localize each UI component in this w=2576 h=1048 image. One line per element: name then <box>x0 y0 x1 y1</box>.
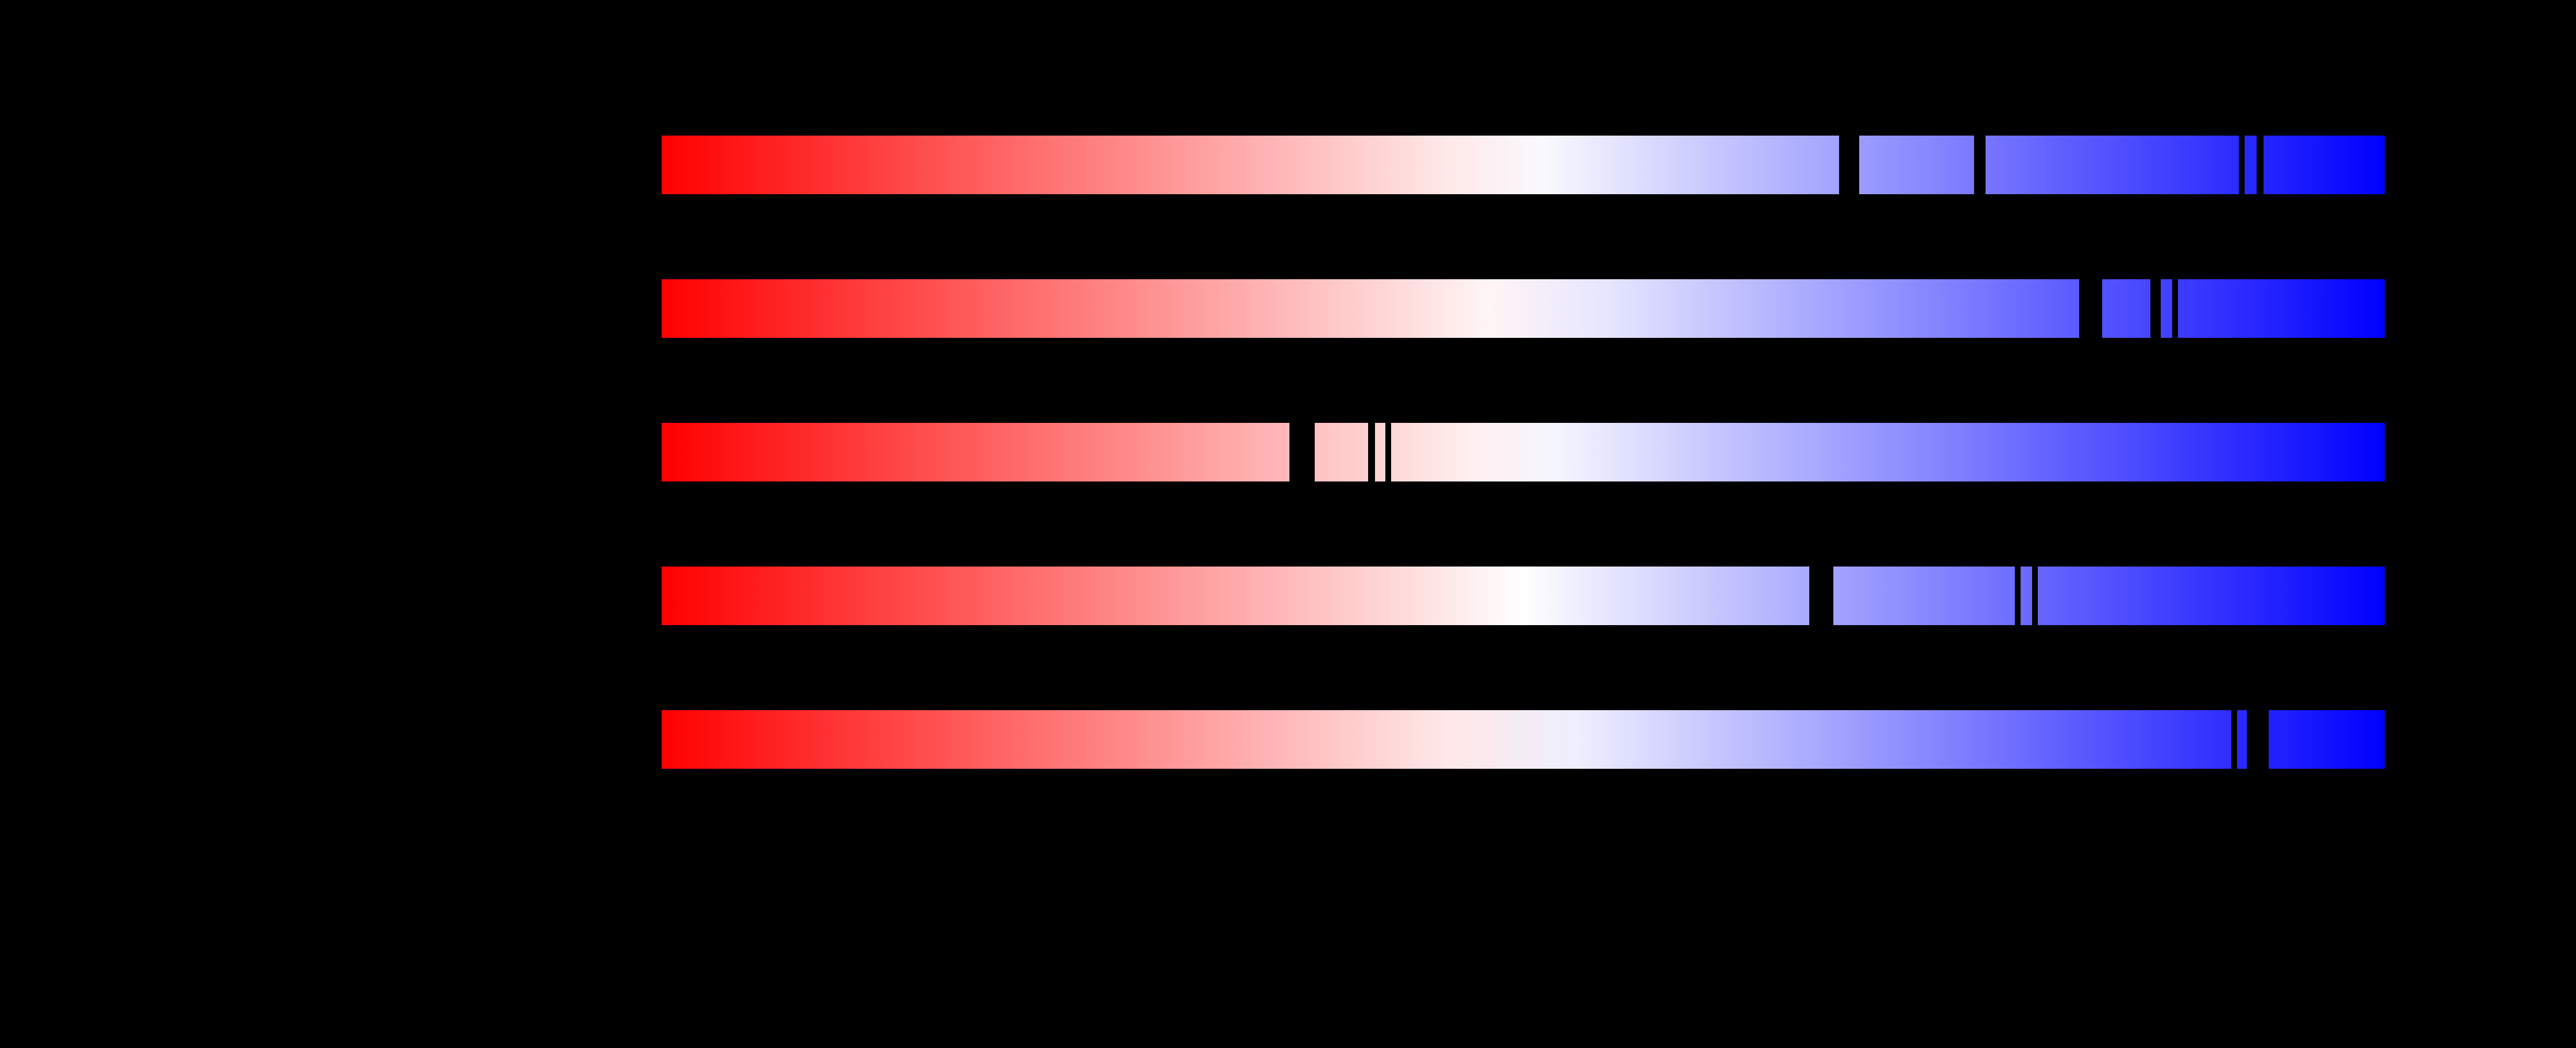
colorbar-segment <box>2038 567 2385 625</box>
colorbar-segment <box>662 136 1839 194</box>
row-label-column <box>0 0 662 1048</box>
colorbar-row-5 <box>662 710 2385 769</box>
colorbar-segment <box>1859 136 1975 194</box>
colorbar-segment <box>2161 279 2173 338</box>
x-axis-area <box>662 804 2385 1034</box>
colorbar-segment <box>662 423 1289 481</box>
colorbar-segment <box>2237 710 2247 769</box>
colorbar-segment <box>2178 279 2385 338</box>
colorbar-segment <box>2264 136 2385 194</box>
colorbar-row-1 <box>662 136 2385 194</box>
colorbar-segment <box>662 710 2231 769</box>
colorbar-row-3 <box>662 423 2385 481</box>
colorbar-row-4 <box>662 567 2385 625</box>
colorbar-segment <box>662 279 2080 338</box>
colorbar-segment <box>2269 710 2385 769</box>
colorbar-segment <box>1391 423 2385 481</box>
colorbar-segment <box>2021 567 2032 625</box>
colorbar-segment <box>2245 136 2257 194</box>
colorbar-row-2 <box>662 279 2385 338</box>
colorbar-segment <box>1375 423 1385 481</box>
colorbar-segment <box>2102 279 2150 338</box>
colorbar-segment <box>1315 423 1368 481</box>
colorbar-segment <box>662 567 1809 625</box>
colorbar-segment <box>1833 567 2015 625</box>
colorbar-segment <box>1985 136 2239 194</box>
